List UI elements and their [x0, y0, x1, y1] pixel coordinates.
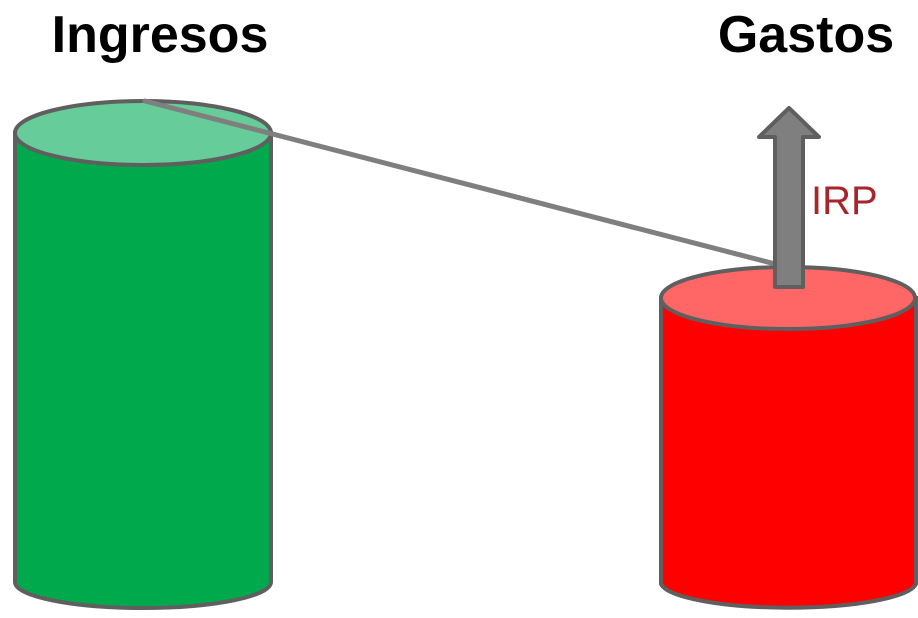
ingresos-cylinder-body [13, 131, 273, 610]
ingresos-cylinder-top [13, 99, 273, 167]
up-arrow-icon [757, 106, 821, 289]
ingresos-cylinder [13, 99, 273, 610]
ingresos-title: Ingresos [52, 6, 269, 64]
gastos-cylinder-body [659, 296, 918, 610]
irp-label: IRP [811, 179, 878, 223]
gastos-title: Gastos [718, 6, 894, 64]
gastos-cylinder [659, 265, 918, 610]
connector-line [142, 98, 786, 269]
